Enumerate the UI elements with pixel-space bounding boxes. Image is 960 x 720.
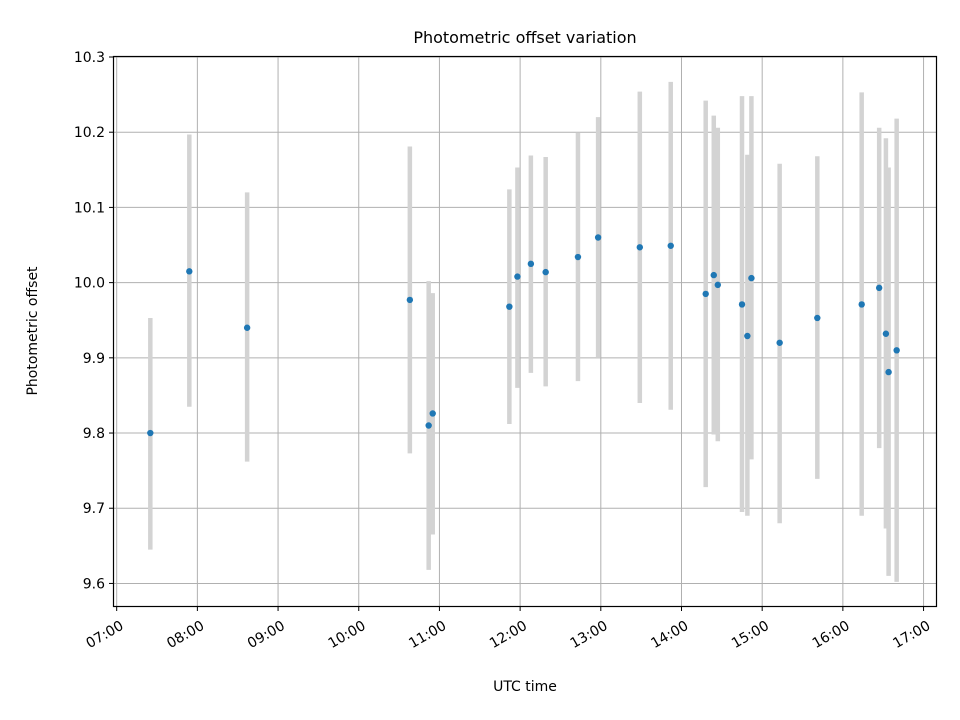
y-tick-label: 9.8: [83, 426, 105, 442]
x-tick-label: 09:00: [245, 618, 288, 652]
data-point: [776, 339, 783, 346]
data-point: [514, 273, 521, 280]
data-points: [147, 234, 900, 437]
x-tick-label: 07:00: [84, 618, 127, 652]
grid-lines: [114, 56, 937, 606]
y-tick-label: 10.2: [74, 125, 105, 141]
y-tick-label: 9.9: [83, 351, 105, 367]
data-point: [882, 330, 890, 337]
data-point: [429, 410, 436, 417]
data-point: [814, 314, 821, 322]
data-point: [542, 268, 549, 276]
error-bars: [148, 81, 899, 582]
data-point: [875, 284, 883, 292]
x-tick-label: 14:00: [648, 618, 691, 652]
x-tick-label: 08:00: [164, 618, 207, 652]
data-point: [186, 268, 193, 275]
data-point: [243, 324, 251, 331]
axis-ticks: 07:00 08:00 09:00 10:00 11:00 12:00 13:00 14:00…: [74, 50, 934, 652]
y-tick-label: 10.3: [74, 50, 105, 66]
data-point: [744, 332, 751, 340]
chart-title: Photometric offset variation: [413, 28, 636, 47]
data-point: [406, 296, 414, 304]
x-tick-label: 12:00: [487, 618, 530, 652]
x-tick-label: 13:00: [568, 618, 611, 652]
data-point: [738, 301, 746, 308]
data-point: [858, 301, 865, 308]
data-point: [147, 429, 154, 437]
data-point: [667, 242, 674, 249]
x-tick-label: 10:00: [326, 618, 369, 652]
data-point: [710, 271, 717, 279]
data-point: [714, 281, 722, 289]
y-tick-label: 9.6: [83, 576, 105, 592]
data-point: [636, 244, 644, 251]
data-point: [885, 368, 892, 376]
data-point: [594, 234, 602, 241]
data-point: [702, 290, 709, 298]
plot-frame: [112, 55, 938, 608]
data-point: [748, 274, 755, 282]
data-point: [893, 347, 900, 354]
data-point: [574, 253, 582, 261]
y-tick-label: 10.0: [74, 276, 105, 292]
data-point: [506, 303, 513, 310]
x-tick-label: 11:00: [406, 618, 449, 652]
data-point: [527, 260, 535, 268]
y-axis-label: Photometric offset: [25, 266, 41, 396]
y-tick-label: 10.1: [74, 200, 105, 216]
x-tick-label: 16:00: [810, 618, 853, 652]
x-tick-label: 17:00: [890, 618, 933, 652]
y-tick-label: 9.7: [83, 501, 105, 517]
x-axis-label: UTC time: [493, 679, 557, 695]
x-tick-label: 15:00: [729, 618, 772, 652]
data-point: [425, 422, 432, 429]
